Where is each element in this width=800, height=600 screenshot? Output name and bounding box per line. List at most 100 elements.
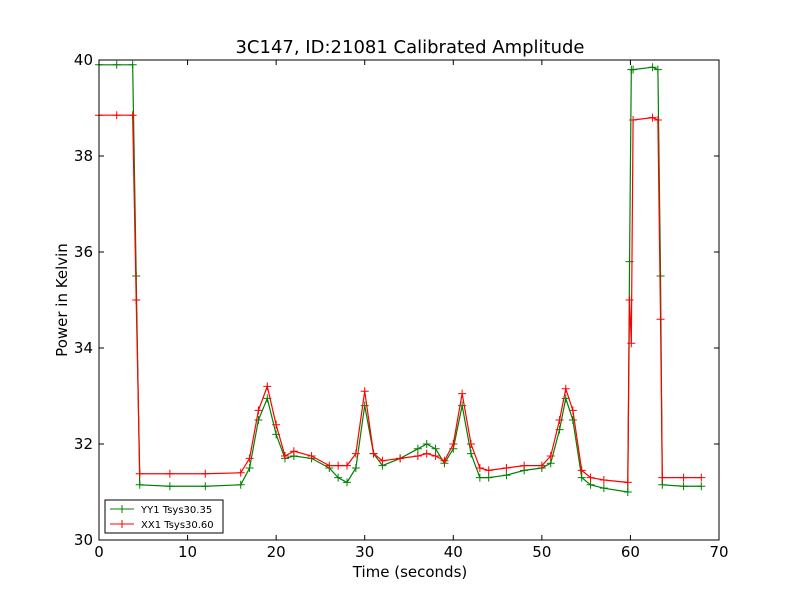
series-point-0 — [431, 444, 440, 453]
series-point-0 — [502, 471, 511, 480]
series-point-1 — [254, 406, 263, 415]
legend-label-yy1: YY1 Tsys30.35 — [140, 505, 212, 516]
series-point-1 — [627, 339, 636, 348]
series-point-1 — [343, 461, 351, 470]
series-point-1 — [568, 406, 577, 415]
series-point-1 — [653, 116, 662, 124]
y-tick-label: 38 — [74, 147, 93, 165]
x-tick-label: 50 — [532, 543, 551, 561]
x-axis: 0 10 20 30 40 50 60 70 — [94, 60, 729, 561]
series-point-1 — [334, 461, 343, 470]
y-axis: 30 32 34 36 38 40 — [74, 51, 719, 549]
series-point-1 — [561, 384, 570, 393]
series-point-1 — [458, 389, 467, 398]
series-point-0 — [568, 416, 577, 424]
series-point-0 — [245, 464, 254, 472]
series-point-0 — [658, 480, 667, 489]
x-tick-label: 0 — [94, 543, 104, 561]
series-point-1 — [475, 464, 484, 472]
series-point-1 — [132, 296, 141, 304]
x-tick-label: 70 — [709, 543, 728, 561]
series-point-0 — [422, 440, 431, 448]
x-tick-label: 10 — [178, 543, 197, 561]
series-point-1 — [625, 296, 634, 304]
series-point-0 — [629, 65, 638, 74]
legend: YY1 Tsys30.35 XX1 Tsys30.60 — [104, 499, 224, 534]
series-point-0 — [623, 488, 632, 496]
x-axis-label: Time (seconds) — [352, 563, 468, 581]
y-tick-label: 32 — [74, 435, 93, 453]
series-point-0 — [546, 459, 555, 468]
series-point-1 — [272, 420, 281, 429]
series-point-0 — [351, 464, 360, 472]
series-point-1 — [351, 449, 360, 458]
series-point-1 — [484, 466, 493, 475]
series-point-0 — [236, 480, 245, 489]
series-point-1 — [378, 456, 387, 465]
series-point-0 — [599, 484, 608, 493]
plot-background — [99, 60, 719, 540]
series-point-1 — [629, 116, 638, 124]
series-point-1 — [656, 315, 665, 324]
y-tick-label: 30 — [74, 531, 93, 549]
series-point-1 — [599, 476, 608, 484]
series-point-1 — [413, 452, 422, 460]
series-point-0 — [360, 401, 369, 410]
series-point-1 — [135, 469, 144, 478]
series-point-1 — [289, 447, 298, 456]
series-point-1 — [128, 111, 137, 120]
x-tick-label: 20 — [267, 543, 286, 561]
y-tick-label: 34 — [74, 339, 93, 357]
series-point-0 — [577, 473, 586, 482]
x-tick-label: 30 — [355, 543, 374, 561]
series-point-0 — [697, 482, 706, 491]
x-tick-label: 60 — [621, 543, 640, 561]
series-point-1 — [502, 464, 511, 472]
series-line-1 — [99, 114, 702, 484]
series-point-1 — [546, 452, 555, 460]
chart-title: 3C147, ID:21081 Calibrated Amplitude — [235, 37, 584, 58]
legend-marker-xx1 — [118, 520, 126, 528]
series-point-1 — [697, 473, 706, 482]
series-point-1 — [307, 452, 316, 460]
series-point-1 — [623, 478, 632, 487]
series-point-0 — [165, 482, 174, 491]
series-point-1 — [577, 466, 586, 475]
series-point-1 — [263, 382, 272, 391]
series-point-1 — [658, 473, 667, 482]
series-point-0 — [413, 444, 422, 453]
series-point-1 — [165, 469, 174, 478]
series-point-1 — [648, 113, 657, 122]
series-point-1 — [360, 387, 369, 396]
series-point-1 — [520, 461, 529, 470]
series-point-0 — [334, 473, 343, 482]
series-point-0 — [653, 65, 662, 74]
series-point-0 — [343, 478, 351, 487]
series-point-1 — [281, 452, 289, 460]
series-point-1 — [586, 473, 595, 482]
series-point-1 — [396, 454, 405, 463]
series-point-1 — [555, 416, 564, 424]
y-tick-label: 40 — [74, 51, 93, 69]
series-point-0 — [679, 482, 688, 491]
series-point-0 — [467, 449, 475, 458]
series-point-1 — [245, 454, 254, 463]
series-layer — [95, 60, 706, 496]
series-point-0 — [648, 63, 657, 72]
series-point-0 — [254, 416, 263, 424]
series-point-1 — [325, 461, 334, 470]
series-point-1 — [236, 468, 245, 477]
series-point-1 — [112, 111, 121, 120]
series-point-0 — [201, 482, 210, 491]
y-axis-label: Power in Kelvin — [53, 243, 71, 357]
series-point-0 — [484, 473, 493, 482]
series-point-1 — [467, 440, 475, 448]
series-point-1 — [449, 440, 458, 448]
series-point-1 — [679, 473, 688, 482]
series-point-1 — [201, 469, 210, 478]
series-point-0 — [475, 473, 484, 482]
series-point-1 — [369, 449, 378, 458]
series-point-0 — [112, 60, 121, 69]
series-point-0 — [586, 480, 595, 489]
